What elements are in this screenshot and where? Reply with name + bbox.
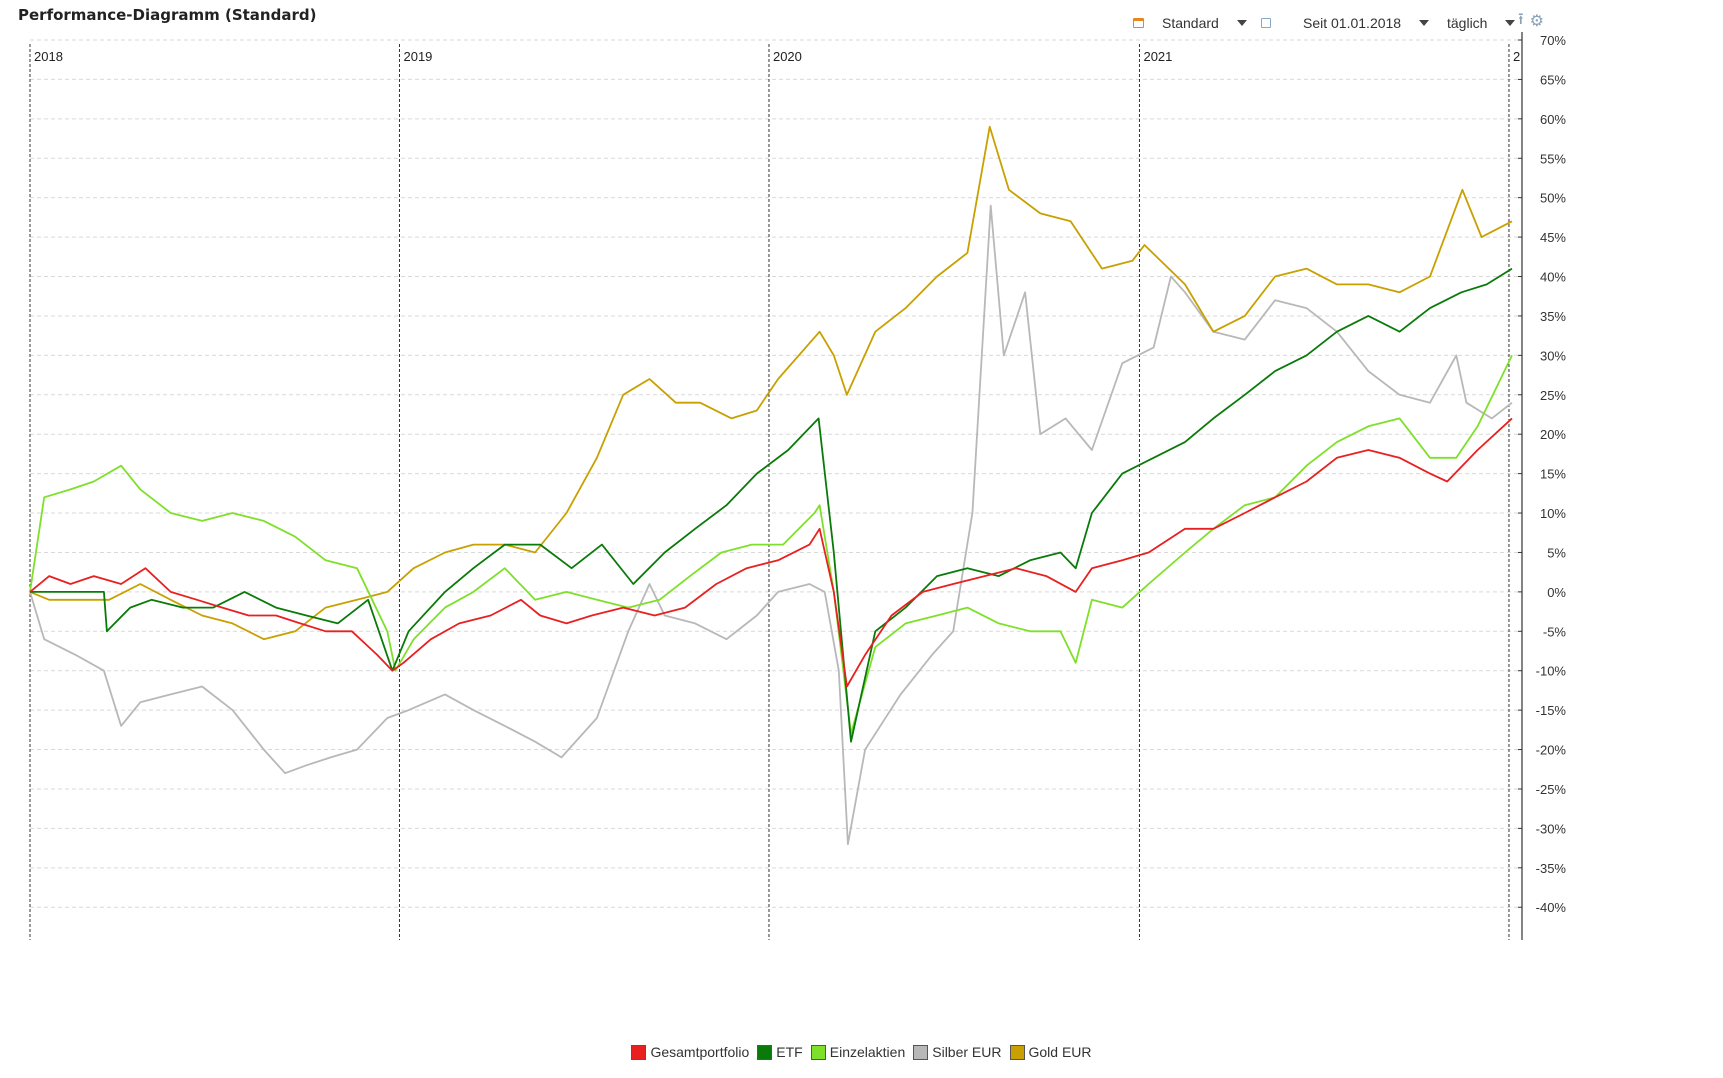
y-tick-label: -20% xyxy=(1536,743,1567,758)
y-tick-label: 0% xyxy=(1547,585,1566,600)
export-icon[interactable]: ⭱ xyxy=(1518,10,1524,28)
year-label: 2018 xyxy=(34,49,63,64)
interval-label: täglich xyxy=(1447,15,1488,31)
series-line xyxy=(29,417,1513,688)
y-tick-label: 25% xyxy=(1540,388,1566,403)
y-tick-label: 65% xyxy=(1540,72,1566,87)
y-tick-label: -40% xyxy=(1536,900,1567,915)
y-tick-label: -5% xyxy=(1543,624,1567,639)
y-tick-label: -35% xyxy=(1536,861,1567,876)
y-tick-label: 55% xyxy=(1540,151,1566,166)
year-label: 2021 xyxy=(1143,49,1172,64)
preset-selector[interactable]: Standard xyxy=(1133,12,1271,34)
y-tick-label: 30% xyxy=(1540,348,1566,363)
legend-item[interactable]: ETF xyxy=(757,1044,803,1060)
chevron-down-icon[interactable] xyxy=(1505,20,1516,26)
series-line xyxy=(30,267,1513,743)
y-tick-label: -15% xyxy=(1536,703,1567,718)
interval-selector[interactable]: täglich xyxy=(1447,12,1516,34)
save-view-icon[interactable] xyxy=(1260,18,1271,28)
legend-item[interactable]: Gesamtportfolio xyxy=(631,1044,749,1060)
chevron-down-icon[interactable] xyxy=(1419,20,1430,26)
legend-label: Silber EUR xyxy=(932,1044,1002,1060)
series-line xyxy=(29,355,1513,735)
legend-item[interactable]: Einzelaktien xyxy=(810,1044,906,1060)
legend-label: ETF xyxy=(776,1044,803,1060)
y-tick-label: -30% xyxy=(1536,821,1567,836)
legend-item[interactable]: Silber EUR xyxy=(913,1044,1002,1060)
legend-swatch xyxy=(1009,1044,1025,1060)
legend-swatch xyxy=(757,1044,773,1060)
series-line xyxy=(29,204,1513,846)
y-tick-label: 50% xyxy=(1540,191,1566,206)
y-tick-label: 35% xyxy=(1540,309,1566,324)
y-tick-label: -10% xyxy=(1536,664,1567,679)
y-tick-label: 5% xyxy=(1547,545,1566,560)
legend-label: Gold EUR xyxy=(1028,1044,1092,1060)
y-tick-label: 60% xyxy=(1540,112,1566,127)
y-tick-label: 15% xyxy=(1540,467,1566,482)
year-label: 2019 xyxy=(403,49,432,64)
year-label: 2020 xyxy=(773,49,802,64)
year-label: 2 xyxy=(1513,49,1520,64)
chevron-down-icon[interactable] xyxy=(1236,20,1247,26)
preset-label: Standard xyxy=(1162,15,1219,31)
y-tick-label: 20% xyxy=(1540,427,1566,442)
y-tick-label: 40% xyxy=(1540,270,1566,285)
legend-item[interactable]: Gold EUR xyxy=(1009,1044,1092,1060)
range-label: Seit 01.01.2018 xyxy=(1303,15,1402,31)
legend-swatch xyxy=(631,1044,647,1060)
legend-swatch xyxy=(810,1044,826,1060)
legend-label: Einzelaktien xyxy=(829,1044,906,1060)
chart-legend: Gesamtportfolio ETF Einzelaktien Silber EUR… xyxy=(0,1044,1723,1060)
range-selector[interactable]: Seit 01.01.2018 xyxy=(1303,12,1430,34)
legend-label: Gesamtportfolio xyxy=(650,1044,750,1060)
y-tick-label: 70% xyxy=(1540,33,1566,48)
series-line xyxy=(29,125,1513,641)
chart-title: Performance-Diagramm (Standard) xyxy=(18,6,317,24)
gear-icon[interactable]: ⚙ xyxy=(1529,13,1544,30)
y-tick-label: -25% xyxy=(1536,782,1567,797)
y-tick-label: 45% xyxy=(1540,230,1566,245)
calendar-icon xyxy=(1133,18,1144,28)
y-tick-label: 10% xyxy=(1540,506,1566,521)
performance-chart: 70%65%60%55%50%45%40%35%30%25%20%15%10%5… xyxy=(29,32,1567,940)
legend-swatch xyxy=(913,1044,929,1060)
